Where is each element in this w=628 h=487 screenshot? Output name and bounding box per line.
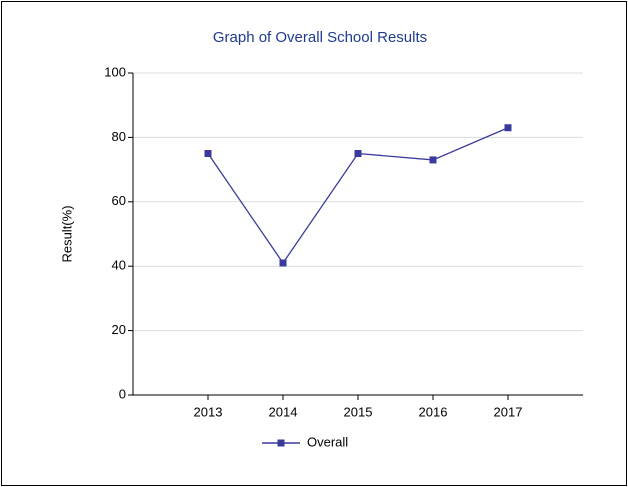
data-point [279,259,287,267]
x-tick-label: 2015 [344,404,373,419]
x-tick-label: 2017 [494,404,523,419]
y-tick-label: 60 [112,193,126,208]
data-point [354,150,362,157]
x-tick-label: 2016 [419,404,448,419]
data-point [504,124,512,132]
legend-marker [277,439,285,447]
x-tick-label: 2014 [269,404,298,419]
y-tick-label: 40 [112,258,126,273]
chart-title: Graph of Overall School Results [213,29,427,46]
data-point [204,150,212,157]
y-tick-label: 80 [112,129,126,144]
y-tick-label: 0 [119,386,126,401]
y-axis-label: Result(%) [59,205,74,262]
x-tick-label: 2013 [194,404,223,419]
data-point [429,156,437,164]
y-tick-label: 100 [104,64,126,79]
legend-label: Overall [307,434,348,449]
y-tick-label: 20 [112,322,126,337]
